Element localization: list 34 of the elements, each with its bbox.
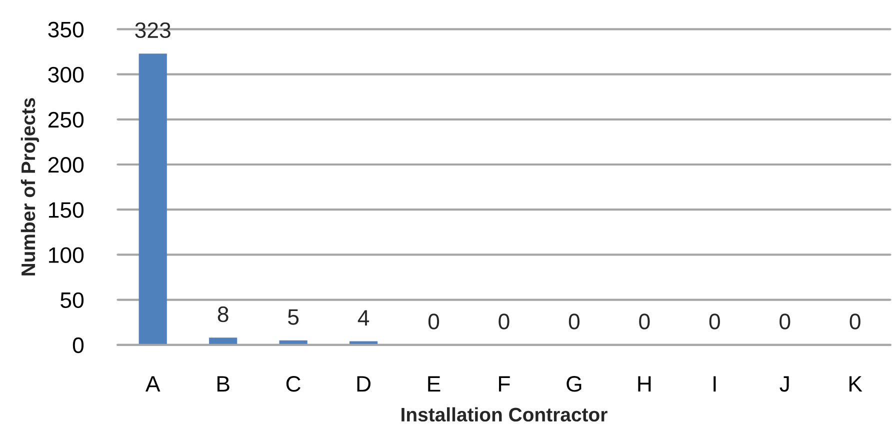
y-tick-label: 0 [72,337,84,354]
x-axis-title: Installation Contractor [402,407,608,422]
x-tick-label: K [850,376,862,392]
data-label: 0 [709,314,720,330]
x-tick-label: D [357,376,370,392]
x-tick-label: E [428,376,440,392]
data-label: 5 [288,309,299,325]
data-label: 0 [428,314,440,330]
x-tick-label: J [780,376,789,392]
x-tick-label: I [714,376,716,392]
x-tick-label: C [286,376,300,392]
y-tick-label: 300 [48,66,84,83]
data-label: 0 [568,314,580,330]
y-axis-title: Number of Projects [20,98,40,276]
x-tick-label: B [217,376,230,392]
x-tick-label: F [499,376,510,392]
x-tick-label: G [566,376,582,392]
y-tick-label: 200 [48,157,84,173]
data-label: 8 [218,306,228,322]
data-label: 0 [498,314,510,330]
y-tick-label: 100 [49,247,84,263]
x-tick-label: H [638,376,651,392]
data-label: 0 [780,314,790,330]
data-label: 323 [135,22,170,38]
data-label: 0 [850,314,860,330]
y-tick-label: 50 [60,292,84,308]
bar [138,54,167,345]
y-tick-label: 150 [49,202,84,218]
x-tick-label: A [145,376,160,392]
y-tick-label: 250 [48,112,84,128]
y-tick-label: 350 [48,22,84,38]
bar [209,338,238,345]
data-label: 4 [358,310,370,326]
data-label: 0 [639,314,650,330]
